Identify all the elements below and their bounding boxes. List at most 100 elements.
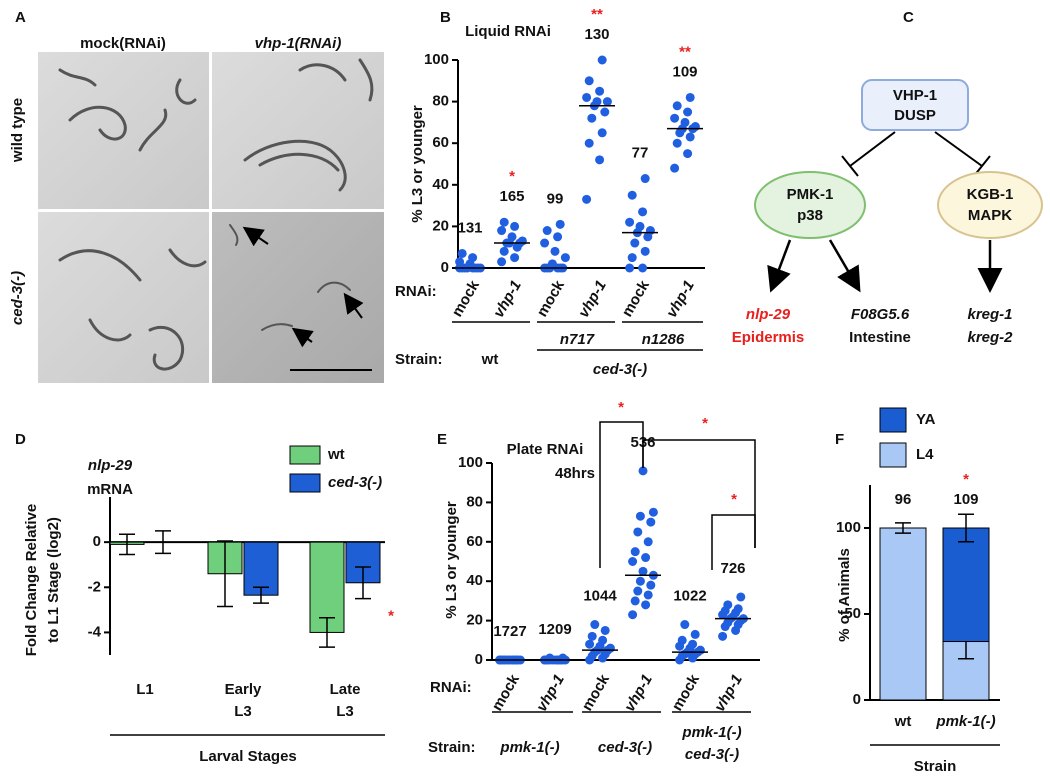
y-tick-label: 50 [844, 605, 861, 622]
error-bar [319, 617, 335, 648]
panel-letter: E [437, 431, 447, 448]
n-label: 165 [499, 188, 524, 205]
kinase-label: KGB-1 [967, 186, 1014, 203]
legend-swatch [879, 407, 907, 433]
data-point [685, 92, 695, 102]
data-point [510, 253, 520, 263]
y-tick-label: 0 [93, 533, 101, 550]
x-tick-label: pmk-1(-) [935, 713, 995, 730]
strain-name: pmk-1(-) [681, 724, 741, 741]
y-tick-label: 80 [466, 493, 483, 510]
y-tick-label: 100 [458, 454, 483, 471]
bar-segment [942, 527, 990, 643]
strain-label: Strain: [428, 739, 476, 756]
significance: * [963, 471, 969, 488]
data-point [695, 645, 705, 655]
n-label: 131 [457, 219, 482, 236]
data-point [723, 600, 733, 610]
panel-letter: C [903, 9, 914, 26]
x-tick-label: vhp-1 [711, 671, 746, 714]
data-point [499, 217, 509, 227]
data-point [605, 643, 615, 653]
data-point [646, 517, 656, 527]
data-point [597, 55, 607, 65]
target-label: nlp-29 [746, 306, 791, 323]
data-point [555, 219, 565, 229]
data-point [688, 639, 698, 649]
strain-name: wt [481, 351, 499, 368]
y-axis-label: to L1 Stage (log2) [45, 517, 62, 643]
data-point [517, 236, 527, 246]
micrograph [212, 52, 384, 209]
axis-label: RNAi: [395, 283, 437, 300]
data-point [507, 232, 517, 242]
arrows [242, 226, 364, 348]
column-label: vhp-1(RNAi) [255, 35, 342, 52]
data-point [627, 190, 637, 200]
data-point [457, 248, 467, 258]
column-label: mock(RNAi) [80, 35, 166, 52]
n-label: 99 [547, 190, 564, 207]
x-tick-label: L1 [136, 681, 154, 698]
kinase-label: p38 [797, 207, 823, 224]
panel-letter: D [15, 431, 26, 448]
data-point [683, 149, 693, 159]
y-tick-label: 40 [466, 572, 483, 589]
data-point [630, 547, 640, 557]
data-point [585, 639, 595, 649]
data-point [630, 596, 640, 606]
data-point [628, 557, 638, 566]
target-label: Epidermis [732, 329, 805, 346]
bracket [642, 439, 756, 548]
legend-label: ced-3(-) [328, 474, 382, 491]
y-axis-label: Fold Change Relative [23, 504, 40, 657]
strain-name: ced-3(-) [685, 746, 739, 763]
data-point [638, 207, 648, 217]
legend-label: wt [327, 446, 345, 463]
axis-label: RNAi: [430, 679, 472, 696]
n-label: 109 [672, 63, 697, 80]
data-point [582, 92, 592, 102]
data-point [643, 537, 653, 547]
panel-a: A mock(RNAi) vhp-1(RNAi) wild type ced-3… [9, 9, 384, 383]
data-point [641, 553, 651, 563]
data-point [510, 221, 520, 231]
n-label: 96 [895, 491, 912, 508]
data-point [468, 253, 478, 263]
chart-title: Plate RNAi [507, 441, 584, 458]
strain-name: n1286 [642, 331, 685, 348]
data-point [630, 238, 640, 248]
data-point [645, 226, 655, 236]
x-tick-label: Early L3 [225, 681, 262, 720]
data-point [690, 122, 700, 132]
target-label: F08G5.6 [851, 306, 910, 323]
target-label: kreg-2 [967, 329, 1013, 346]
error-bar [217, 540, 233, 608]
error-bar [119, 533, 135, 556]
n-label: 1727 [493, 623, 526, 640]
data-point [582, 194, 592, 204]
y-tick-label: 60 [466, 533, 483, 550]
row-label: ced-3(-) [9, 271, 26, 325]
panel-letter: A [15, 9, 26, 26]
error-bar [355, 566, 371, 600]
regulator-label: VHP-1 [893, 87, 937, 104]
data-point [672, 138, 682, 148]
x-tick-label: vhp-1 [575, 277, 610, 320]
data-point [670, 113, 680, 123]
y-tick-label: 100 [424, 51, 449, 68]
data-point [640, 246, 650, 256]
data-point [600, 107, 610, 117]
n-label: 77 [632, 145, 649, 162]
y-tick-label: 60 [432, 134, 449, 151]
data-point [672, 101, 682, 111]
chart-title: nlp-29 [88, 457, 133, 474]
activation [767, 239, 1003, 293]
significance: * [702, 415, 708, 432]
legend-swatch [289, 473, 321, 493]
data-point [584, 138, 594, 148]
data-point [598, 635, 608, 645]
data-point [540, 238, 550, 248]
data-point [590, 620, 600, 630]
data-point [545, 653, 555, 663]
